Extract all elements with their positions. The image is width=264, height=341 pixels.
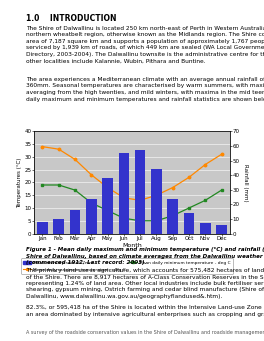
Y-axis label: Temperatures (°C): Temperatures (°C)	[17, 157, 22, 208]
Text: 82.3%, or 595,418 ha of the Shire is located within the Intensive Land-use Zone : 82.3%, or 595,418 ha of the Shire is loc…	[26, 305, 264, 317]
Bar	[216, 225, 227, 234]
Bar	[86, 198, 97, 234]
Text: The primary land use is agriculture, which accounts for 575,482 hectares of land: The primary land use is agriculture, whi…	[26, 268, 264, 299]
Text: 1.0    INTRODUCTION: 1.0 INTRODUCTION	[26, 14, 117, 23]
Text: The Shire of Dalwallinu is located 250 km north-east of Perth in Western Austral: The Shire of Dalwallinu is located 250 k…	[26, 26, 264, 63]
Legend: Mean monthly rainfall - mm, Mean daily maximum temperature - deg C, Mean daily m: Mean monthly rainfall - mm, Mean daily m…	[21, 258, 233, 274]
Bar	[184, 213, 194, 234]
X-axis label: Month: Month	[122, 243, 142, 248]
Y-axis label: Rainfall (mm): Rainfall (mm)	[243, 164, 248, 201]
Bar	[151, 169, 162, 234]
Text: Figure 1 - Mean daily maximum and minimum temperature (°C) and rainfall (mm) in : Figure 1 - Mean daily maximum and minimu…	[26, 247, 264, 265]
Bar	[135, 150, 145, 234]
Bar	[70, 210, 80, 234]
Bar	[37, 222, 48, 234]
Text: The area experiences a Mediterranean climate with an average annual rainfall of
: The area experiences a Mediterranean cli…	[26, 77, 264, 102]
Bar	[167, 198, 178, 234]
Bar	[102, 178, 113, 234]
Bar	[119, 153, 129, 234]
Bar	[200, 223, 211, 234]
Text: A survey of the roadside conservation values in the Shire of Dalwallinu and road: A survey of the roadside conservation va…	[26, 330, 264, 335]
Bar	[53, 219, 64, 234]
